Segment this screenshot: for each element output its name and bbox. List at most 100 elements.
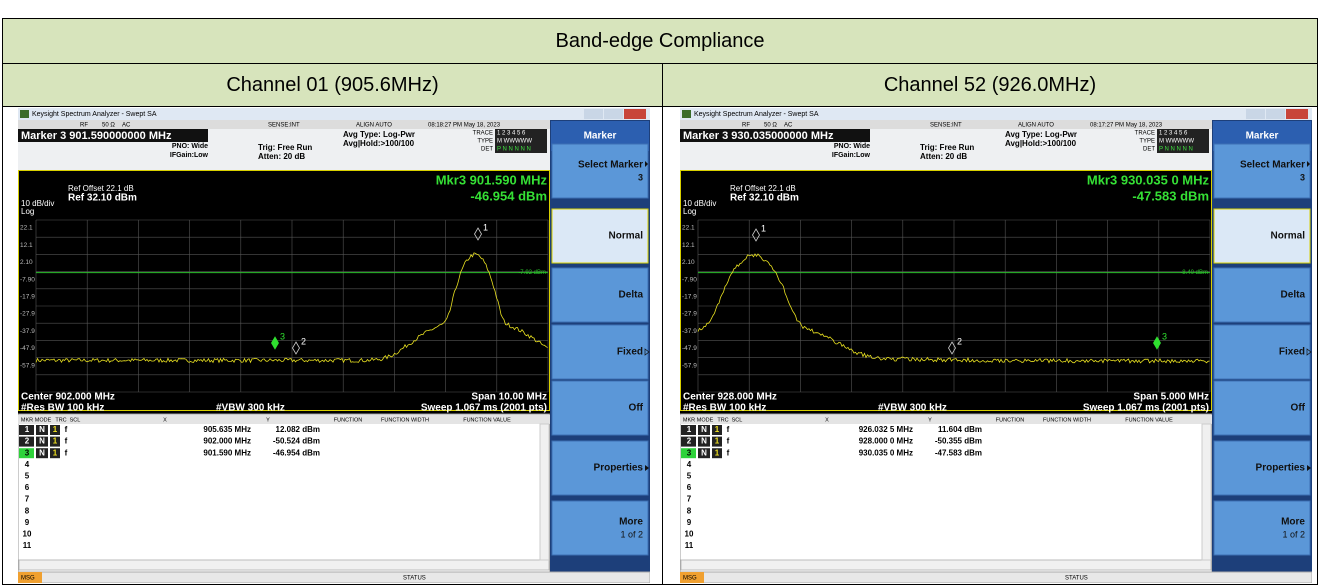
softkey[interactable] (551, 143, 649, 199)
row-number: 11 (23, 541, 32, 550)
softkey-arrow (644, 348, 650, 356)
y-axis-label: -57.9 (682, 362, 697, 369)
table-header: Y (928, 417, 932, 423)
table: Band-edge Compliance Channel 01 (905.6MH… (2, 18, 1318, 585)
ac: AC (784, 123, 793, 129)
table-cell: -50.524 dBm (273, 437, 320, 446)
softkey-page: 1 of 2 (1282, 529, 1305, 539)
msg: MSG (683, 576, 697, 582)
table-cell: 901.590 MHz (203, 448, 251, 457)
softkey[interactable] (1213, 380, 1311, 436)
table-header: FUNCTION VALUE (1125, 417, 1173, 423)
table-title: Band-edge Compliance (3, 19, 1317, 64)
y-axis-label: -57.9 (20, 362, 35, 369)
table-cell: 1 (715, 437, 720, 446)
marker-id: 3 (280, 331, 285, 341)
table-cell: 1 (687, 425, 692, 434)
row-number: 7 (25, 495, 30, 504)
row-number: 8 (687, 506, 692, 515)
table-cell: 905.635 MHz (203, 425, 251, 434)
softkey-label: Fixed (1279, 347, 1305, 358)
scrollbar (18, 559, 550, 571)
table-cell: 1 (25, 425, 30, 434)
align: ALIGN AUTO (356, 123, 392, 129)
avg-type: Avg Type: Log-Pwr (1005, 130, 1077, 139)
softkey[interactable] (551, 324, 649, 380)
vbw: #VBW 300 kHz (216, 403, 285, 414)
y-axis-label: -7.90 (682, 276, 697, 283)
trace-info-label: TRACE (473, 131, 493, 137)
table-cell: N (39, 437, 45, 446)
trc-bg (712, 425, 722, 435)
row-number: 9 (687, 518, 692, 527)
table-header: TRC (717, 417, 728, 423)
table-header: FUNCTION VALUE (463, 417, 511, 423)
row-number: 9 (25, 518, 30, 527)
sense: SENSE:INT (930, 123, 962, 129)
rbw: #Res BW 100 kHz (21, 403, 104, 414)
marker-readout-bg (18, 129, 208, 142)
y-axis-label: 2.10 (682, 259, 695, 266)
marker-readout-bg (680, 129, 870, 142)
msg-bg (18, 572, 42, 583)
table-header: SCL (732, 417, 743, 423)
display-border (18, 170, 550, 411)
row-number: 10 (23, 530, 32, 539)
table-cell: 902.000 MHz (203, 437, 251, 446)
display (18, 170, 550, 414)
marker-diamond (271, 336, 279, 350)
softkey[interactable] (1213, 324, 1311, 380)
softkey-arrow (1307, 161, 1310, 167)
softkey[interactable] (1213, 440, 1311, 496)
max-btn (1266, 109, 1285, 119)
screenshot: Keysight Spectrum Analyzer - Swept SA RF 5… (680, 108, 1312, 583)
table-header: MODE (697, 417, 714, 423)
mode-bg (698, 436, 710, 447)
y-axis-label: 12.1 (20, 242, 33, 249)
softkey[interactable] (1213, 208, 1311, 264)
table-cell: f (727, 425, 730, 434)
title-bar (18, 108, 650, 120)
atten: Atten: 20 dB (920, 152, 967, 161)
softkey-label: More (1281, 517, 1305, 528)
pno: PNO: Wide (172, 143, 208, 150)
ref-offset: Ref Offset 22.1 dB (68, 184, 134, 193)
row-number: 11 (685, 541, 694, 550)
trace-info-label: TYPE (1139, 139, 1155, 145)
softkey[interactable] (551, 500, 649, 556)
softkey-value: 3 (638, 172, 643, 182)
trace (697, 253, 1210, 364)
y-axis-label: -7.90 (20, 276, 35, 283)
table-header: MKR (683, 417, 695, 423)
table-cell: 930.035 0 MHz (859, 448, 913, 457)
status-bar (680, 571, 1312, 583)
table-header: SCL (70, 417, 81, 423)
close-btn (624, 109, 646, 119)
softkey[interactable] (551, 208, 649, 264)
mode-bg (36, 436, 48, 447)
y-axis-label: -37.9 (682, 328, 697, 335)
trace-info-bg (495, 145, 547, 153)
row-number-bg (19, 425, 34, 435)
table-cell: 11.604 dBm (938, 425, 982, 434)
marker-diamond (752, 228, 760, 242)
marker-diamond (474, 227, 482, 241)
table-cell: 3 (687, 448, 692, 457)
softkey[interactable] (551, 267, 649, 323)
table-cell: -47.583 dBm (935, 448, 982, 457)
softkey[interactable] (1213, 500, 1311, 556)
mode-bg (36, 448, 48, 459)
table-header: TRC (55, 417, 66, 423)
softkey[interactable] (1213, 267, 1311, 323)
y-axis-label: -37.9 (20, 328, 35, 335)
table-cell: 3 (25, 448, 30, 457)
table-header: FUNCTION WIDTH (381, 417, 429, 423)
softkey[interactable] (551, 380, 649, 436)
marker-freq: Mkr3 901.590 MHz (436, 172, 548, 187)
divider (662, 64, 663, 584)
table-cell: 928.000 0 MHz (859, 437, 913, 446)
table-header: MODE (35, 417, 52, 423)
app-icon (682, 110, 691, 118)
softkey-title: Marker (1246, 131, 1279, 142)
softkey[interactable] (1213, 143, 1311, 199)
